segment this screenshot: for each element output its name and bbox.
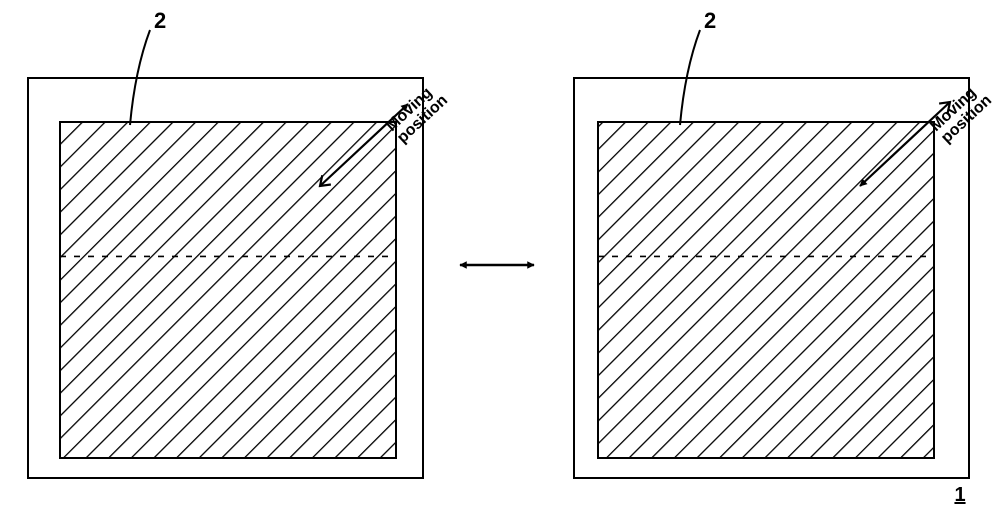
panel-left: 2Movingposition: [28, 8, 451, 478]
panel-right: 2 Movingposition: [574, 8, 995, 478]
moving-label: Movingposition: [927, 80, 995, 147]
inner-hatched: [598, 122, 934, 458]
callout-label: 2: [154, 8, 166, 33]
callout-label: 2: [704, 8, 716, 33]
inner-hatched: [60, 122, 396, 458]
figure-number: 1: [954, 484, 965, 506]
